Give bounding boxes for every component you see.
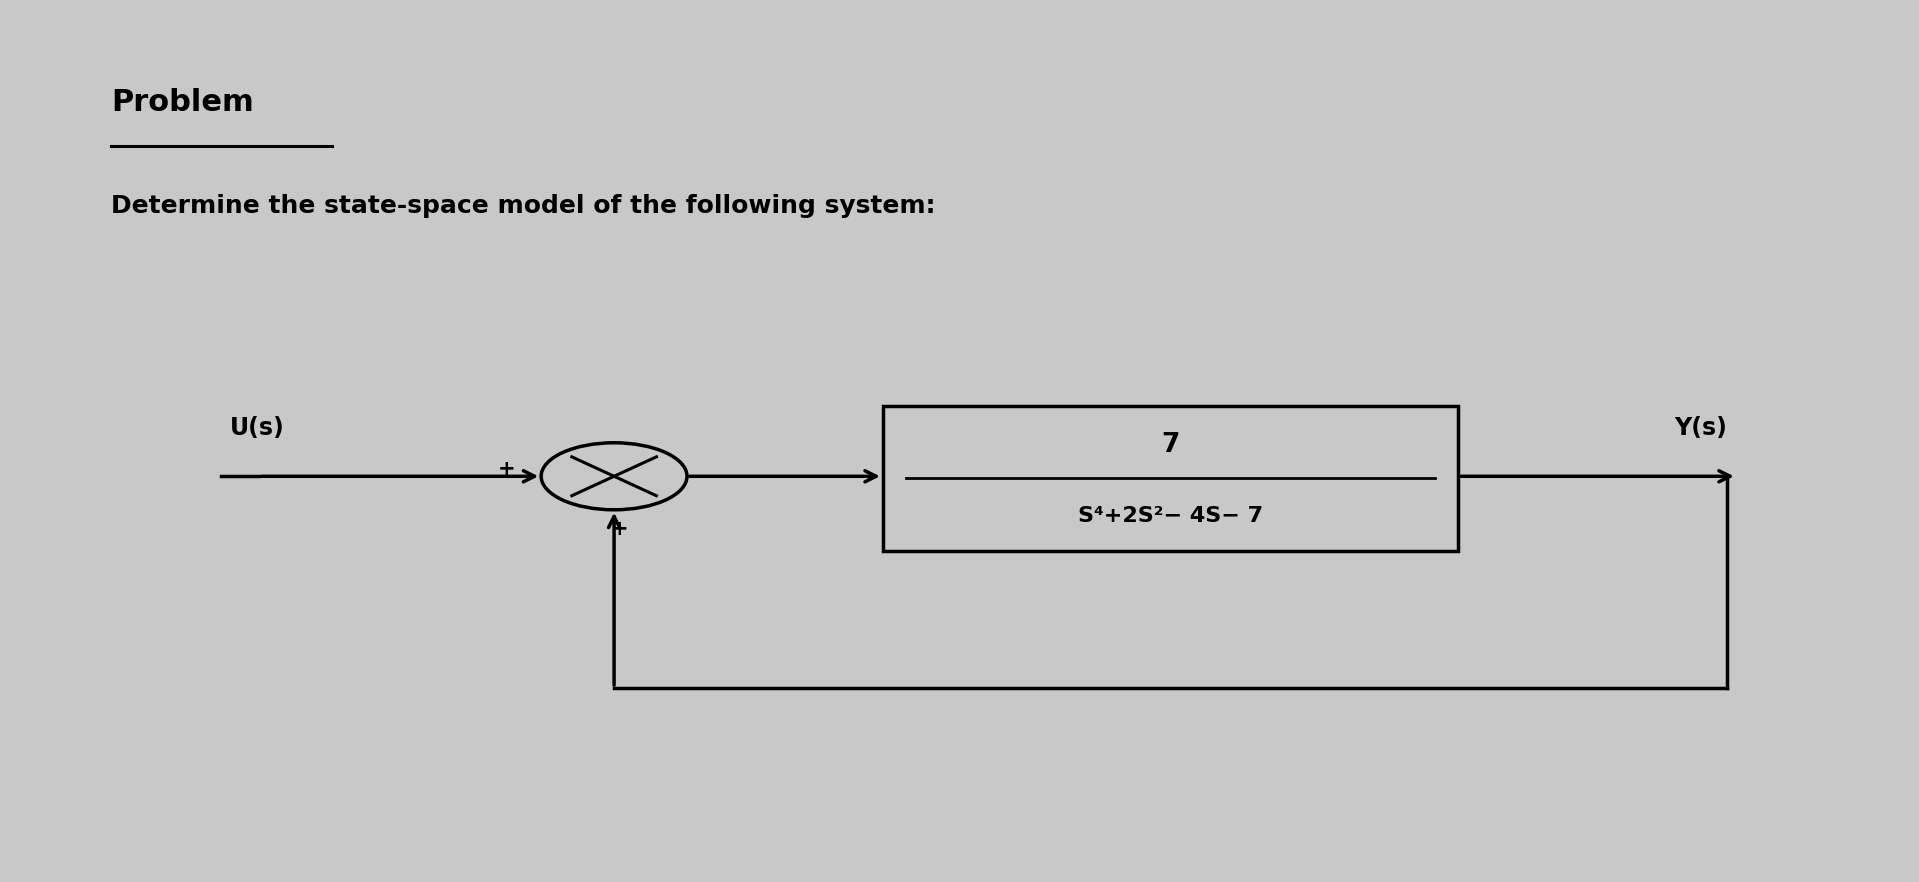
Text: 7: 7 (1161, 432, 1180, 458)
Text: U(s): U(s) (230, 415, 286, 440)
Text: S⁴+2S²− 4S− 7: S⁴+2S²− 4S− 7 (1078, 506, 1263, 527)
Text: Determine the state-space model of the following system:: Determine the state-space model of the f… (111, 194, 936, 218)
Text: Problem: Problem (111, 88, 253, 117)
Text: +: + (610, 519, 629, 539)
Text: +: + (497, 460, 516, 479)
Text: Y(s): Y(s) (1673, 415, 1727, 440)
